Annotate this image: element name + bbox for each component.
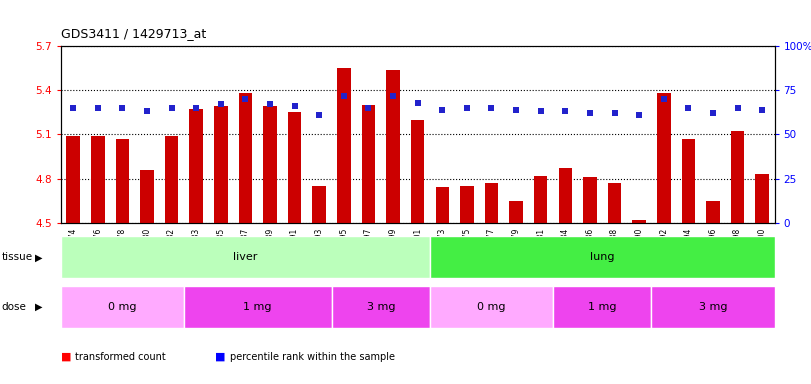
Bar	[436, 187, 449, 223]
Point	[485, 105, 498, 111]
Bar	[61, 286, 184, 328]
Bar	[91, 136, 105, 223]
Bar	[681, 139, 695, 223]
Point	[190, 105, 203, 111]
Point	[116, 105, 129, 111]
Text: liver: liver	[234, 252, 258, 262]
Bar	[460, 186, 474, 223]
Point	[337, 93, 350, 99]
Bar	[214, 106, 228, 223]
Bar	[337, 68, 350, 223]
Bar	[288, 113, 302, 223]
Point	[239, 96, 252, 102]
Point	[288, 103, 301, 109]
Bar	[657, 93, 671, 223]
Text: tissue: tissue	[2, 252, 32, 262]
Text: 0 mg: 0 mg	[477, 302, 506, 312]
Point	[411, 99, 424, 106]
Point	[583, 110, 596, 116]
Point	[731, 105, 744, 111]
Bar	[61, 236, 430, 278]
Point	[608, 110, 621, 116]
Text: 3 mg: 3 mg	[699, 302, 727, 312]
Text: ■: ■	[215, 352, 225, 362]
Bar	[559, 168, 572, 223]
Text: transformed count: transformed count	[75, 352, 166, 362]
Bar	[706, 200, 719, 223]
Bar	[140, 170, 154, 223]
Point	[509, 107, 522, 113]
Point	[140, 108, 153, 114]
Bar	[332, 286, 430, 328]
Point	[436, 107, 448, 113]
Bar	[238, 93, 252, 223]
Bar	[362, 105, 375, 223]
Bar	[534, 175, 547, 223]
Bar	[184, 286, 332, 328]
Point	[633, 112, 646, 118]
Text: dose: dose	[2, 302, 27, 312]
Bar	[607, 183, 621, 223]
Point	[313, 112, 326, 118]
Point	[461, 105, 474, 111]
Bar	[67, 136, 80, 223]
Bar	[411, 120, 424, 223]
Point	[559, 108, 572, 114]
Point	[362, 105, 375, 111]
Bar	[264, 106, 277, 223]
Bar	[583, 177, 597, 223]
Bar	[651, 286, 775, 328]
Point	[756, 107, 769, 113]
Bar	[731, 131, 744, 223]
Text: ▶: ▶	[35, 302, 42, 312]
Point	[214, 101, 227, 108]
Bar	[553, 286, 651, 328]
Point	[387, 93, 400, 99]
Point	[706, 110, 719, 116]
Text: ▶: ▶	[35, 252, 42, 262]
Text: ■: ■	[61, 352, 71, 362]
Text: GDS3411 / 1429713_at: GDS3411 / 1429713_at	[61, 27, 206, 40]
Point	[92, 105, 105, 111]
Bar	[312, 186, 326, 223]
Point	[67, 105, 79, 111]
Text: 1 mg: 1 mg	[243, 302, 272, 312]
Text: 1 mg: 1 mg	[588, 302, 616, 312]
Point	[165, 105, 178, 111]
Text: 0 mg: 0 mg	[108, 302, 136, 312]
Bar	[386, 70, 400, 223]
Point	[657, 96, 670, 102]
Point	[264, 101, 277, 108]
Bar	[165, 136, 178, 223]
Bar	[190, 109, 203, 223]
Text: percentile rank within the sample: percentile rank within the sample	[230, 352, 394, 362]
Point	[534, 108, 547, 114]
Bar	[633, 220, 646, 223]
Bar	[116, 139, 129, 223]
Text: lung: lung	[590, 252, 615, 262]
Point	[682, 105, 695, 111]
Bar	[430, 236, 775, 278]
Text: 3 mg: 3 mg	[367, 302, 395, 312]
Bar	[430, 286, 553, 328]
Bar	[755, 174, 769, 223]
Bar	[485, 183, 498, 223]
Bar	[509, 200, 523, 223]
